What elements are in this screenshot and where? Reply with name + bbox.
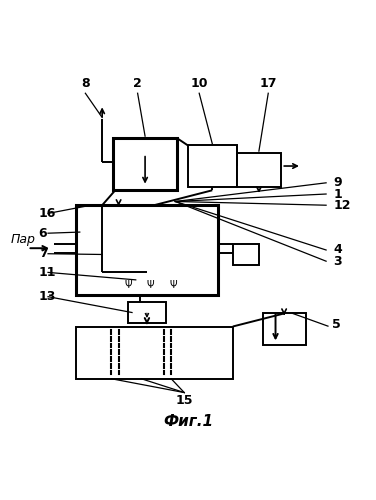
Bar — [263, 314, 306, 345]
Bar — [233, 244, 259, 265]
Text: 5: 5 — [332, 318, 340, 331]
Text: 4: 4 — [334, 244, 342, 256]
Bar — [128, 302, 165, 323]
Bar — [237, 153, 281, 186]
Text: 15: 15 — [176, 394, 193, 407]
Bar — [188, 146, 237, 186]
Text: $\Psi$: $\Psi$ — [168, 278, 177, 289]
Text: 16: 16 — [39, 207, 56, 220]
Text: 12: 12 — [334, 198, 351, 211]
Text: 6: 6 — [39, 226, 47, 239]
Text: 13: 13 — [39, 290, 56, 303]
Text: Фиг.1: Фиг.1 — [163, 414, 213, 429]
Text: Пар: Пар — [11, 234, 36, 246]
Text: 1: 1 — [334, 188, 342, 200]
Text: 11: 11 — [39, 266, 56, 279]
Bar — [113, 138, 177, 190]
Text: 2: 2 — [133, 76, 142, 90]
Text: 17: 17 — [259, 76, 277, 90]
Bar — [76, 326, 233, 379]
Text: 3: 3 — [334, 254, 342, 268]
Bar — [76, 205, 218, 295]
Text: 10: 10 — [191, 76, 208, 90]
Text: $\Psi$: $\Psi$ — [124, 278, 133, 289]
Text: $\Psi$: $\Psi$ — [146, 278, 155, 289]
Text: 8: 8 — [81, 76, 90, 90]
Text: 7: 7 — [39, 247, 47, 260]
Text: 9: 9 — [334, 176, 342, 190]
